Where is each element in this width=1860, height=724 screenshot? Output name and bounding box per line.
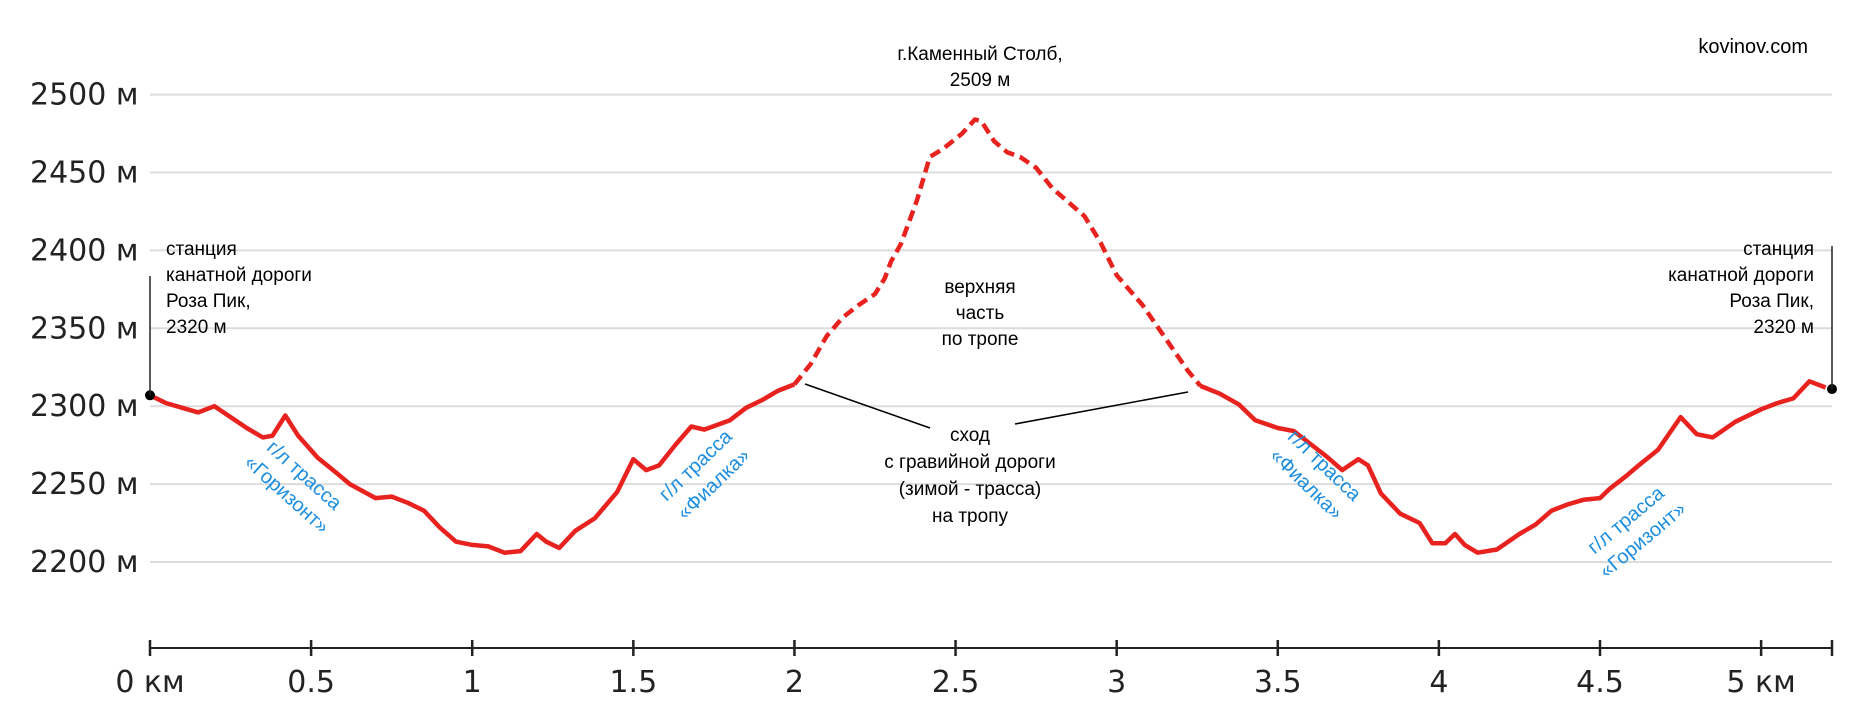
ski-run-fialka-left-label: г/л трасса«Фиалка» [655, 425, 756, 524]
descent-annotation-line: сход [950, 425, 990, 446]
y-tick-labels: 2200 м 2250 м 2300 м 2350 м 2400 м 2450 м 2500… [30, 78, 139, 580]
station-right-annotation: станция канатной дороги Роза Пик, 2320 м [1668, 239, 1814, 338]
station-left-annotation-line: 2320 м [166, 317, 227, 338]
x-tick-label: 2 [785, 665, 804, 700]
series-line-trail-dashed [792, 117, 1203, 388]
x-tick-label: 1.5 [609, 665, 657, 700]
y-tick-label: 2350 м [30, 311, 139, 346]
x-tick-label: 3 [1107, 665, 1126, 700]
grid-lines [150, 93, 1832, 563]
elevation-series [145, 117, 1837, 555]
station-left-annotation-line: канатной дороги [166, 265, 312, 286]
upper-part-annotation: верхняя часть по тропе [942, 277, 1019, 350]
source-label: kovinov.com [1698, 36, 1808, 58]
axes [148, 640, 1834, 656]
station-right-annotation-line: канатной дороги [1668, 265, 1814, 286]
ski-run-horizon-left-label: г/л трасса«Горизонт» [240, 432, 350, 538]
x-tick-label: 2.5 [932, 665, 980, 700]
descent-annotation-line: (зимой - трасса) [899, 479, 1042, 500]
summit-annotation-line: г.Каменный Столб, [897, 44, 1062, 65]
y-tick-label: 2500 м [30, 78, 139, 113]
station-left-annotation-line: станция [166, 239, 237, 260]
x-tick-label: 4 [1429, 665, 1448, 700]
x-tick-labels: 0 км 0.5 1 1.5 2 2.5 3 3.5 4 4.5 5 км [115, 665, 1795, 700]
y-tick-label: 2400 м [30, 233, 139, 268]
summit-annotation: г.Каменный Столб, 2509 м [897, 44, 1062, 91]
y-tick-label: 2300 м [30, 389, 139, 424]
series-line-road [149, 382, 796, 555]
station-right-annotation-line: 2320 м [1753, 317, 1814, 338]
ski-run-fialka-right-label: г/л трасса«Фиалка» [1265, 426, 1366, 525]
upper-part-annotation-line: верхняя [944, 277, 1015, 298]
upper-part-annotation-line: по тропе [942, 329, 1019, 350]
station-right-annotation-line: станция [1743, 239, 1814, 260]
descent-leader-right [1014, 391, 1189, 425]
upper-part-annotation-line: часть [956, 303, 1005, 324]
descent-annotation-line: на тропу [932, 506, 1008, 527]
descent-annotation-line: с гравийной дороги [884, 452, 1055, 473]
descent-annotation: сход с гравийной дороги (зимой - трасса) на… [884, 425, 1055, 527]
ski-run-horizon-right-label: г/л трасса«Горизонт» [1579, 478, 1691, 583]
descent-leader-left [804, 383, 931, 429]
x-tick-label: 0 км [115, 665, 184, 700]
x-tick-label: 4.5 [1576, 665, 1624, 700]
x-tick-label: 3.5 [1254, 665, 1302, 700]
y-tick-label: 2450 м [30, 156, 139, 191]
summit-annotation-line: 2509 м [950, 70, 1011, 91]
station-left-annotation: станция канатной дороги Роза Пик, 2320 м [166, 239, 312, 338]
y-tick-label: 2200 м [30, 545, 139, 580]
x-tick-label: 0.5 [287, 665, 335, 700]
station-right-annotation-line: Роза Пик, [1729, 291, 1814, 312]
series-line-road [1199, 379, 1827, 555]
x-tick-label: 5 км [1726, 665, 1795, 700]
y-tick-label: 2250 м [30, 467, 139, 502]
x-tick-label: 1 [463, 665, 482, 700]
station-left-annotation-line: Роза Пик, [166, 291, 251, 312]
